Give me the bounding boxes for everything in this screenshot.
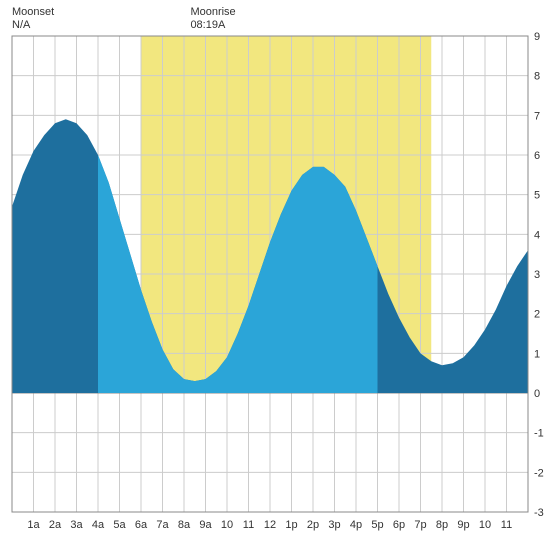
moonset-title: Moonset	[12, 6, 54, 19]
y-tick-label: 4	[534, 229, 540, 241]
x-tick-label: 1p	[285, 519, 297, 531]
y-tick-label: -1	[534, 428, 544, 440]
x-tick-label: 4a	[92, 519, 105, 531]
moonset-value: N/A	[12, 19, 54, 32]
x-tick-label: 6a	[135, 519, 148, 531]
x-tick-label: 11	[243, 519, 254, 531]
x-tick-label: 5a	[113, 519, 126, 531]
x-tick-label: 2p	[307, 519, 319, 531]
x-tick-label: 12	[264, 519, 276, 531]
y-tick-label: 2	[534, 309, 540, 321]
x-tick-label: 9a	[199, 519, 212, 531]
x-tick-label: 6p	[393, 519, 405, 531]
x-tick-label: 10	[479, 519, 491, 531]
y-tick-label: 7	[534, 110, 540, 122]
y-tick-label: 6	[534, 150, 540, 162]
x-tick-label: 1a	[27, 519, 40, 531]
x-tick-label: 4p	[350, 519, 362, 531]
x-tick-label: 10	[221, 519, 233, 531]
tide-chart: Moonset N/A Moonrise 08:19A -3-2-1012345…	[0, 0, 550, 550]
y-tick-label: 1	[534, 348, 540, 360]
moonrise-label: Moonrise 08:19A	[190, 6, 235, 32]
x-tick-label: 8p	[436, 519, 448, 531]
x-tick-label: 8a	[178, 519, 191, 531]
x-tick-label: 3p	[328, 519, 340, 531]
y-tick-label: -2	[534, 467, 544, 479]
x-tick-label: 11	[501, 519, 512, 531]
y-tick-label: 9	[534, 31, 540, 43]
moonset-label: Moonset N/A	[12, 6, 54, 32]
x-tick-label: 9p	[457, 519, 469, 531]
x-tick-label: 2a	[49, 519, 62, 531]
moonrise-title: Moonrise	[190, 6, 235, 19]
y-tick-label: -3	[534, 507, 544, 519]
y-tick-label: 8	[534, 71, 540, 83]
y-tick-label: 5	[534, 190, 540, 202]
moonrise-value: 08:19A	[190, 19, 235, 32]
y-tick-label: 3	[534, 269, 540, 281]
x-tick-label: 7a	[156, 519, 169, 531]
x-tick-label: 3a	[70, 519, 83, 531]
y-tick-label: 0	[534, 388, 540, 400]
chart-svg: -3-2-101234567891a2a3a4a5a6a7a8a9a101112…	[0, 0, 550, 550]
x-tick-label: 7p	[414, 519, 426, 531]
x-tick-label: 5p	[371, 519, 383, 531]
